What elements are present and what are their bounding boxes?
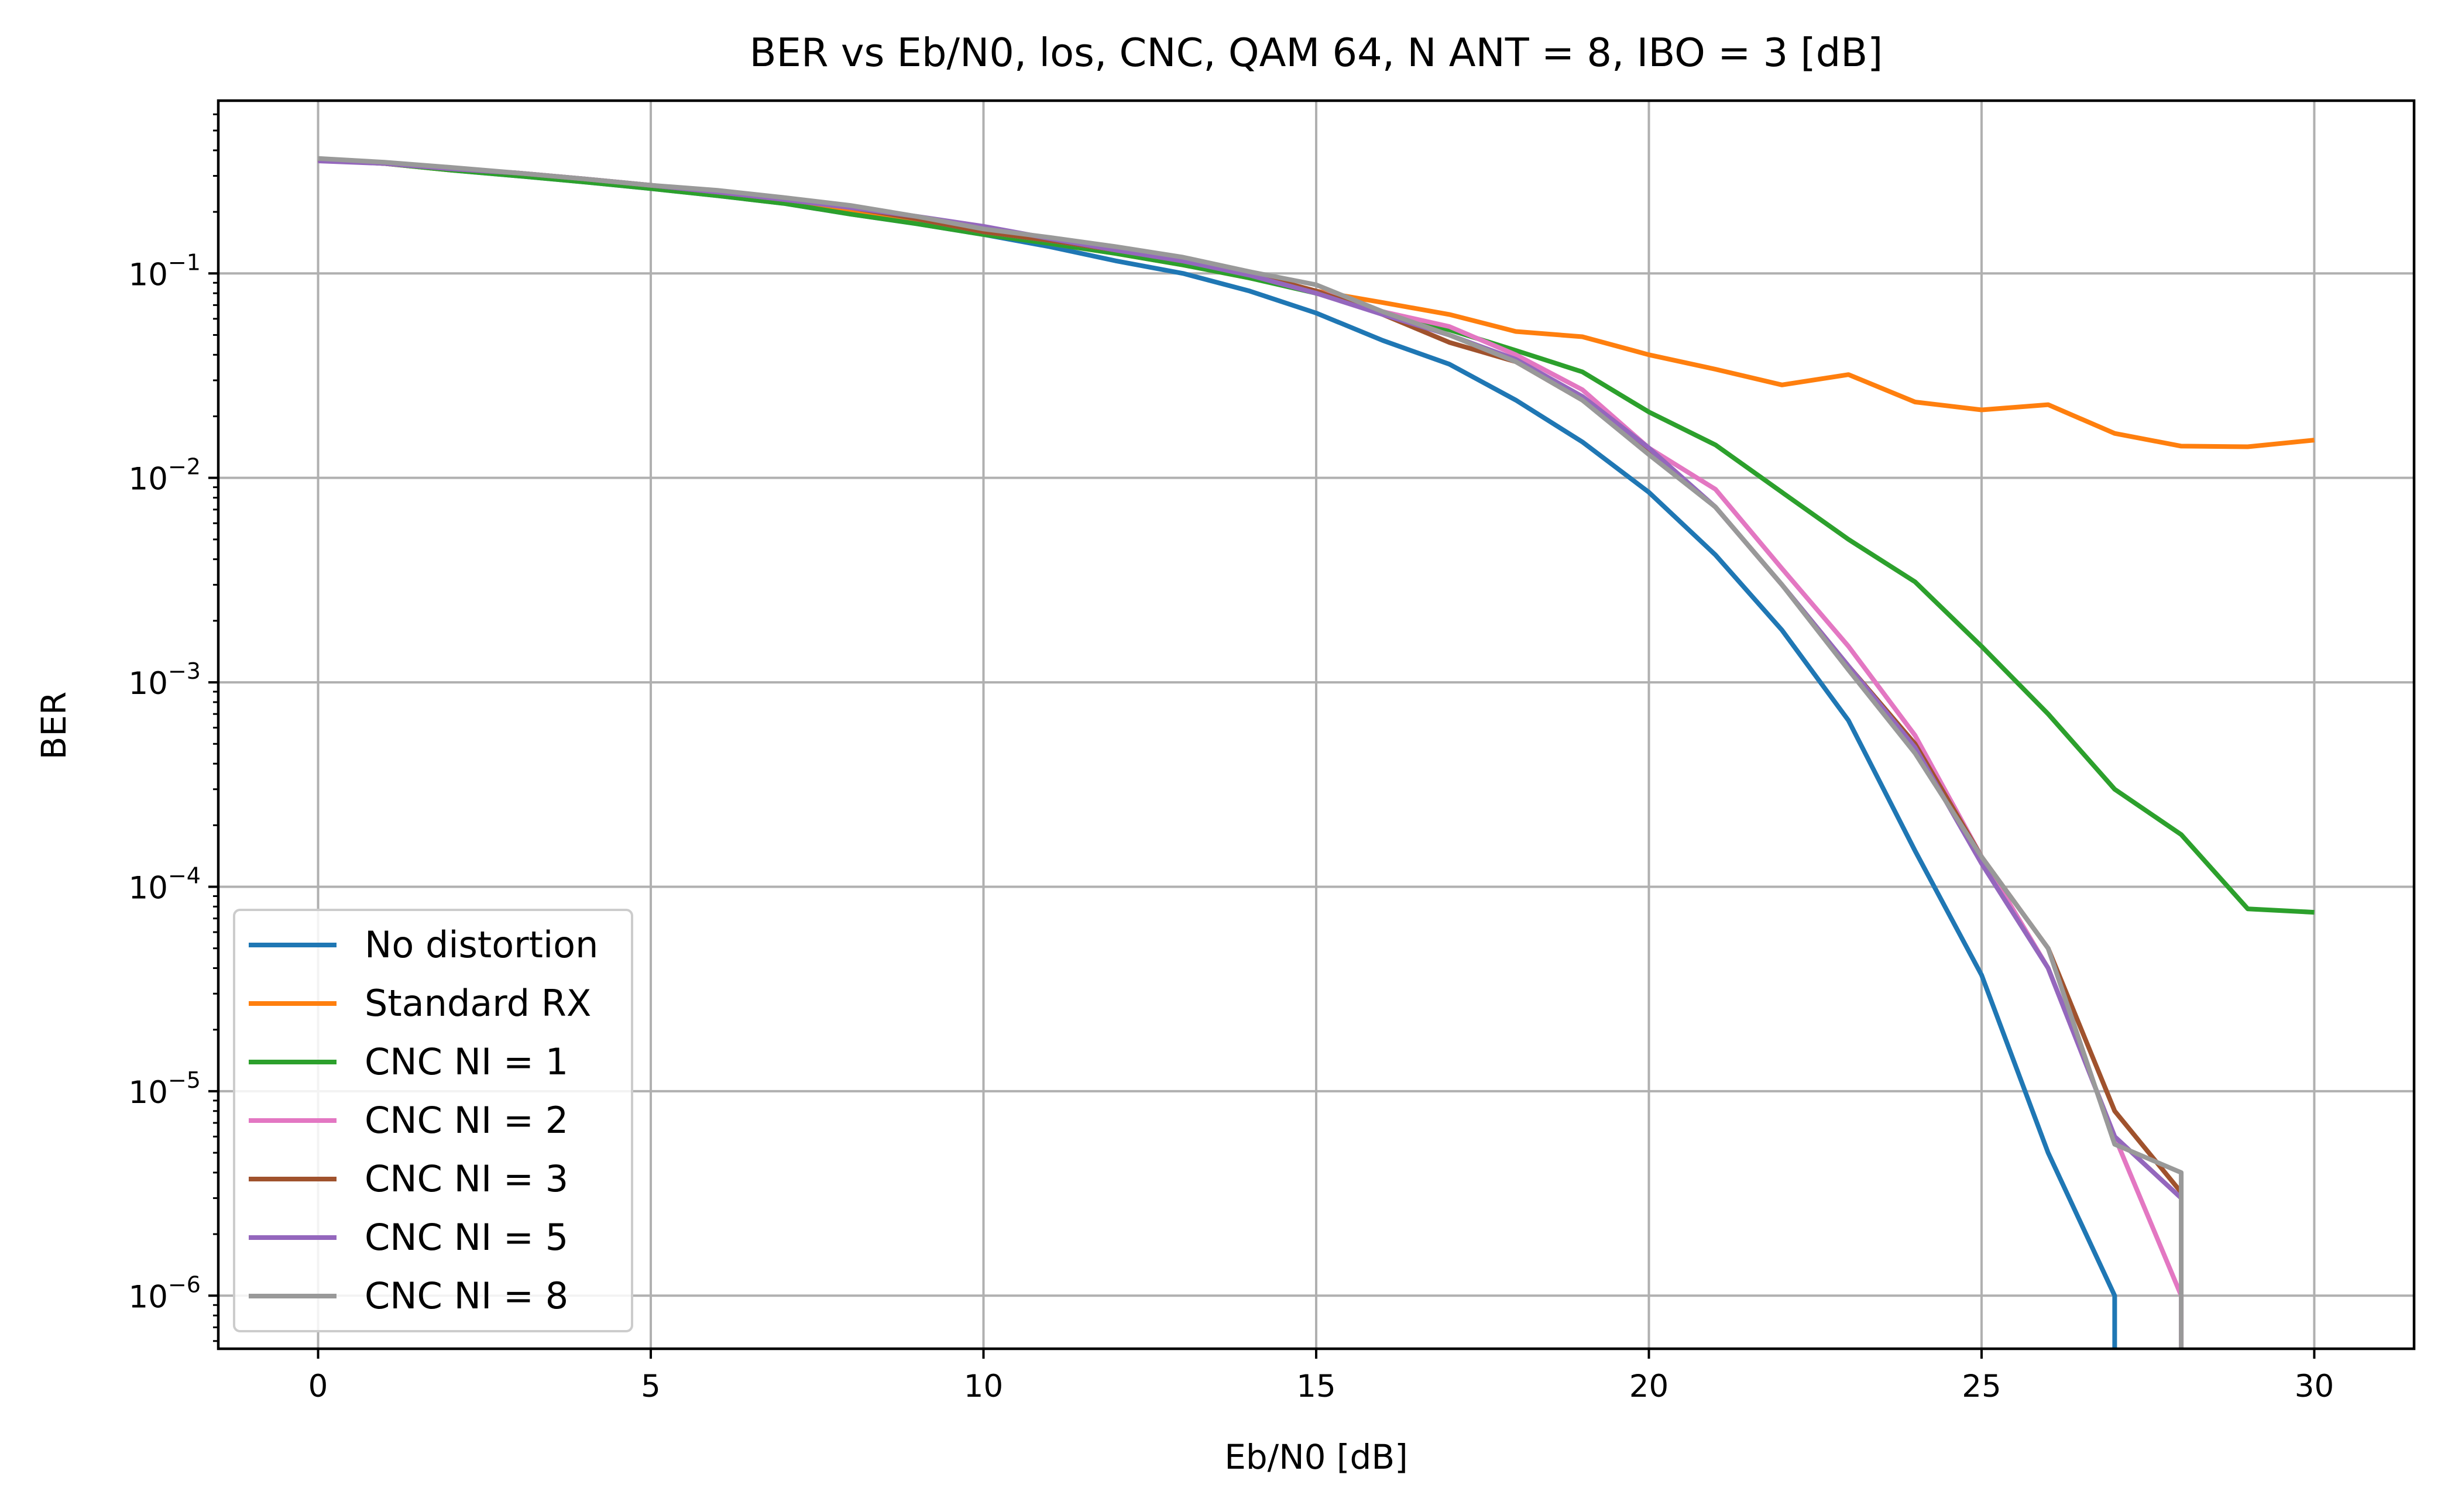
y-tick-label: 10−2	[129, 454, 201, 497]
x-tick-label: 30	[2295, 1369, 2334, 1404]
series-lines	[318, 156, 2315, 1349]
x-tick-label: 5	[641, 1369, 661, 1404]
x-axis-label: Eb/N0 [dB]	[1224, 1437, 1408, 1477]
x-tick-label: 20	[1629, 1369, 1668, 1404]
chart-title: BER vs Eb/N0, los, CNC, QAM 64, N ANT = …	[750, 30, 1883, 75]
legend: No distortion Standard RX CNC NI = 1 CNC NI…	[233, 909, 633, 1332]
legend-label: No distortion	[365, 923, 598, 966]
y-tick-label: 10−1	[129, 249, 201, 293]
legend-label: CNC NI = 3	[365, 1157, 568, 1200]
legend-label: CNC NI = 1	[365, 1040, 568, 1083]
series-line-7	[318, 156, 2184, 1349]
x-tick-label: 10	[964, 1369, 1003, 1404]
x-tick-label: 15	[1296, 1369, 1335, 1404]
y-tick-label: 10−6	[129, 1272, 201, 1315]
x-tick-label: 0	[308, 1369, 328, 1404]
legend-label: CNC NI = 2	[365, 1099, 568, 1142]
legend-label: CNC NI = 5	[365, 1216, 568, 1259]
y-tick-label: 10−5	[129, 1067, 201, 1111]
x-axis-ticks: 0 5 10 15 20 25 30	[308, 1349, 2334, 1404]
y-tick-label: 10−4	[129, 862, 201, 906]
x-tick-label: 25	[1962, 1369, 2001, 1404]
y-tick-label: 10−3	[129, 658, 201, 702]
legend-label: CNC NI = 8	[365, 1274, 568, 1317]
y-axis-ticks: 10−6 10−5 10−4 10−3 10−2 10−1	[129, 113, 218, 1342]
y-axis-label: BER	[34, 692, 74, 760]
legend-label: Standard RX	[365, 982, 591, 1025]
legend-box	[233, 909, 633, 1332]
